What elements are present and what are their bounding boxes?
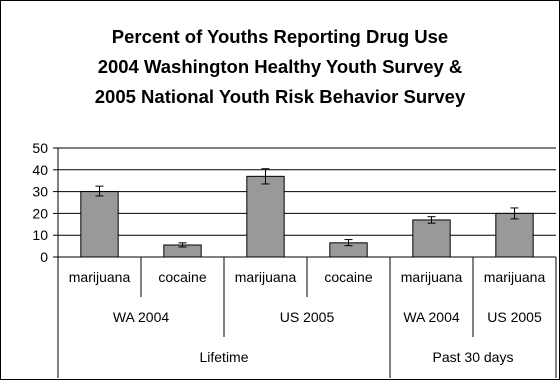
period-group-label: Past 30 days — [433, 349, 514, 365]
y-tick-label: 0 — [40, 249, 48, 265]
y-tick-label: 30 — [32, 184, 48, 200]
error-bars — [95, 168, 519, 248]
y-tick-label: 10 — [32, 227, 48, 243]
category-label: marijuana — [401, 269, 463, 285]
y-tick-label: 50 — [32, 140, 48, 156]
axis-labels: 0 10 20 30 40 50 marijuana cocaine marijuana coca… — [32, 140, 545, 365]
category-label: marijuana — [484, 269, 546, 285]
bar — [495, 212, 534, 258]
category-label: cocaine — [324, 269, 372, 285]
period-group-label: Lifetime — [199, 349, 248, 365]
category-label: cocaine — [158, 269, 206, 285]
survey-group-label: US 2005 — [280, 309, 335, 325]
gridlines — [58, 147, 556, 236]
axes — [53, 147, 557, 378]
bar — [80, 191, 119, 258]
bar — [412, 219, 451, 258]
chart-title: Percent of Youths Reporting Drug Use 200… — [10, 22, 550, 112]
survey-group-label: WA 2004 — [403, 309, 460, 325]
bars — [80, 175, 534, 258]
survey-group-label: US 2005 — [487, 309, 542, 325]
category-label: marijuana — [235, 269, 297, 285]
title-line-2: 2004 Washington Healthy Youth Survey & — [97, 56, 463, 77]
survey-group-label: WA 2004 — [113, 309, 170, 325]
bar — [246, 175, 285, 258]
category-label: marijuana — [69, 269, 131, 285]
title-line-3: 2005 National Youth Risk Behavior Survey — [94, 86, 466, 107]
y-tick-label: 20 — [32, 205, 48, 221]
title-line-1: Percent of Youths Reporting Drug Use — [111, 26, 449, 47]
y-tick-label: 40 — [32, 162, 48, 178]
